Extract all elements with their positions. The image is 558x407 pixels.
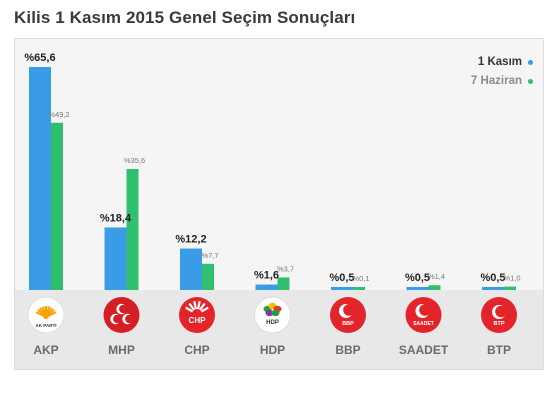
party-name-bbp: BBP bbox=[335, 343, 360, 357]
data-label-jun-btp: %1,0 bbox=[503, 274, 520, 283]
bar-chart: %65,6 %49,2 AKP %18,4 %35,6 MHP %12,2 %7,7 CHP %1… bbox=[24, 52, 520, 357]
legend-label-nov: 1 Kasım bbox=[477, 56, 522, 68]
party-name-mhp: MHP bbox=[108, 343, 135, 357]
bar-jun-btp[interactable] bbox=[504, 286, 516, 290]
bar-nov-hdp[interactable] bbox=[255, 284, 278, 290]
data-label-jun-mhp: %35,6 bbox=[124, 156, 145, 165]
bar-nov-btp[interactable] bbox=[482, 287, 504, 290]
data-label-nov-bbp: %0,5 bbox=[329, 272, 354, 284]
data-label-nov-btp: %0,5 bbox=[480, 272, 505, 284]
btp-logo-icon: BTP bbox=[481, 297, 517, 333]
legend-item-jun[interactable]: 7 Haziran bbox=[471, 75, 533, 87]
svg-text:HDP: HDP bbox=[266, 320, 279, 326]
bar-jun-hdp[interactable] bbox=[277, 277, 290, 290]
bar-nov-chp[interactable] bbox=[180, 248, 202, 290]
bar-jun-akp[interactable] bbox=[51, 122, 63, 290]
legend: 1 Kasım 7 Haziran bbox=[471, 56, 533, 94]
saadet-logo-icon: SAADET bbox=[405, 297, 442, 333]
akp-logo-icon: AK PARTİ bbox=[27, 296, 65, 334]
plot-area bbox=[15, 39, 543, 290]
party-name-chp: CHP bbox=[184, 343, 209, 357]
data-label-nov-mhp: %18,4 bbox=[100, 212, 132, 224]
legend-dot-nov bbox=[528, 59, 533, 65]
party-name-hdp: HDP bbox=[260, 343, 285, 357]
hdp-logo-icon: HDP bbox=[254, 296, 291, 334]
data-label-jun-akp: %49,2 bbox=[48, 110, 69, 119]
data-label-nov-chp: %12,2 bbox=[175, 234, 206, 246]
bar-nov-saadet[interactable] bbox=[406, 287, 429, 290]
data-label-nov-akp: %65,6 bbox=[24, 52, 55, 64]
data-label-nov-hdp: %1,6 bbox=[254, 270, 279, 282]
chart-title: Kilis 1 Kasım 2015 Genel Seçim Sonuçları bbox=[14, 8, 356, 27]
bar-jun-chp[interactable] bbox=[202, 263, 214, 290]
chp-logo-icon: CHP bbox=[179, 297, 215, 333]
bar-nov-akp[interactable] bbox=[29, 67, 51, 290]
party-name-saadet: SAADET bbox=[399, 343, 449, 357]
bar-nov-bbp[interactable] bbox=[331, 287, 353, 290]
data-label-jun-hdp: %3,7 bbox=[277, 264, 294, 273]
svg-text:BBP: BBP bbox=[342, 321, 354, 327]
svg-text:SAADET: SAADET bbox=[413, 321, 434, 327]
bar-nov-mhp[interactable] bbox=[104, 227, 127, 290]
data-label-jun-saadet: %1,4 bbox=[428, 272, 445, 281]
svg-text:BTP: BTP bbox=[494, 321, 505, 327]
bar-jun-saadet[interactable] bbox=[428, 285, 441, 290]
legend-item-nov[interactable]: 1 Kasım bbox=[471, 56, 533, 68]
legend-label-jun: 7 Haziran bbox=[470, 75, 522, 87]
chart-panel: 1 Kasım 7 Haziran %65,6 %49,2 AKP %18,4 %35,… bbox=[14, 38, 544, 370]
data-label-jun-chp: %7,7 bbox=[201, 251, 218, 260]
mhp-logo-icon bbox=[103, 297, 140, 333]
party-name-btp: BTP bbox=[487, 343, 511, 357]
svg-text:CHP: CHP bbox=[189, 316, 207, 325]
svg-text:AK PARTİ: AK PARTİ bbox=[36, 322, 57, 328]
bbp-logo-icon: BBP bbox=[330, 297, 366, 333]
legend-dot-jun bbox=[528, 78, 533, 84]
data-label-nov-saadet: %0,5 bbox=[405, 272, 430, 284]
data-label-jun-bbp: %0,1 bbox=[352, 274, 369, 283]
bar-jun-mhp[interactable] bbox=[126, 168, 139, 290]
bar-jun-bbp[interactable] bbox=[353, 287, 365, 290]
party-name-akp: AKP bbox=[33, 343, 58, 357]
